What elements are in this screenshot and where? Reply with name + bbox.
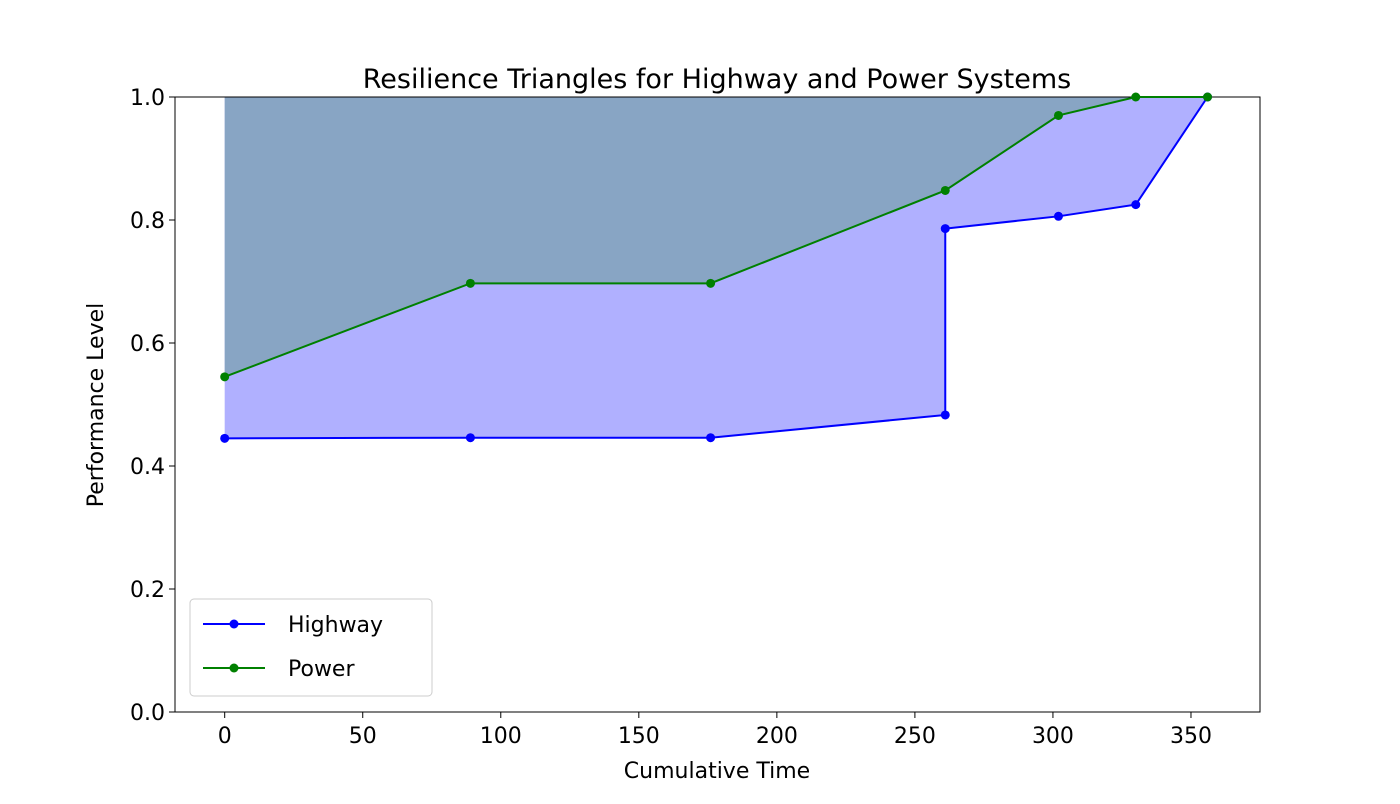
y-tick-label: 0.2	[130, 578, 165, 603]
legend-marker-highway	[229, 619, 239, 629]
y-tick-label: 0.6	[130, 332, 165, 357]
data-point-power	[1203, 92, 1213, 102]
fill-layer	[224, 97, 1208, 439]
data-point-highway	[1131, 200, 1141, 210]
data-point-highway	[1053, 211, 1063, 221]
series-line-highway	[224, 96, 1209, 440]
data-point-highway	[220, 433, 230, 443]
plot-frame	[174, 96, 1261, 713]
chart-title: Resilience Triangles for Highway and Pow…	[363, 64, 1071, 95]
data-point-power	[220, 372, 230, 382]
x-tick-label: 300	[1032, 724, 1074, 749]
y-axis-label: Performance Level	[84, 303, 109, 507]
y-tick-label: 0.4	[130, 455, 165, 480]
x-tick-label: 100	[480, 724, 522, 749]
data-point-power	[465, 278, 475, 288]
data-point-power	[706, 278, 716, 288]
data-point-highway	[940, 410, 950, 420]
data-point-power	[940, 185, 950, 195]
legend: Highway Power	[189, 598, 433, 697]
x-axis-ticks: 0 50 100 150 200 250 300 350	[218, 712, 1212, 749]
data-point-power	[1131, 92, 1141, 102]
legend-marker-power	[229, 663, 239, 673]
data-point-highway	[706, 433, 716, 443]
y-tick-label: 0.8	[130, 209, 165, 234]
series-layer	[220, 92, 1213, 443]
x-tick-label: 150	[618, 724, 660, 749]
x-tick-label: 350	[1170, 724, 1212, 749]
y-tick-label: 1.0	[130, 86, 165, 111]
x-tick-label: 250	[894, 724, 936, 749]
y-tick-label: 0.0	[130, 701, 165, 726]
y-axis-ticks: 0.0 0.2 0.4 0.6 0.8 1.0	[130, 86, 175, 726]
fill-area-power	[224, 97, 1208, 377]
legend-label-highway: Highway	[288, 613, 383, 638]
x-tick-label: 200	[756, 724, 798, 749]
data-point-power	[1053, 110, 1063, 120]
x-axis-label: Cumulative Time	[624, 759, 810, 784]
data-point-highway	[465, 433, 475, 443]
legend-label-power: Power	[288, 657, 355, 682]
x-tick-label: 50	[349, 724, 377, 749]
data-point-highway	[940, 224, 950, 234]
x-tick-label: 0	[218, 724, 232, 749]
